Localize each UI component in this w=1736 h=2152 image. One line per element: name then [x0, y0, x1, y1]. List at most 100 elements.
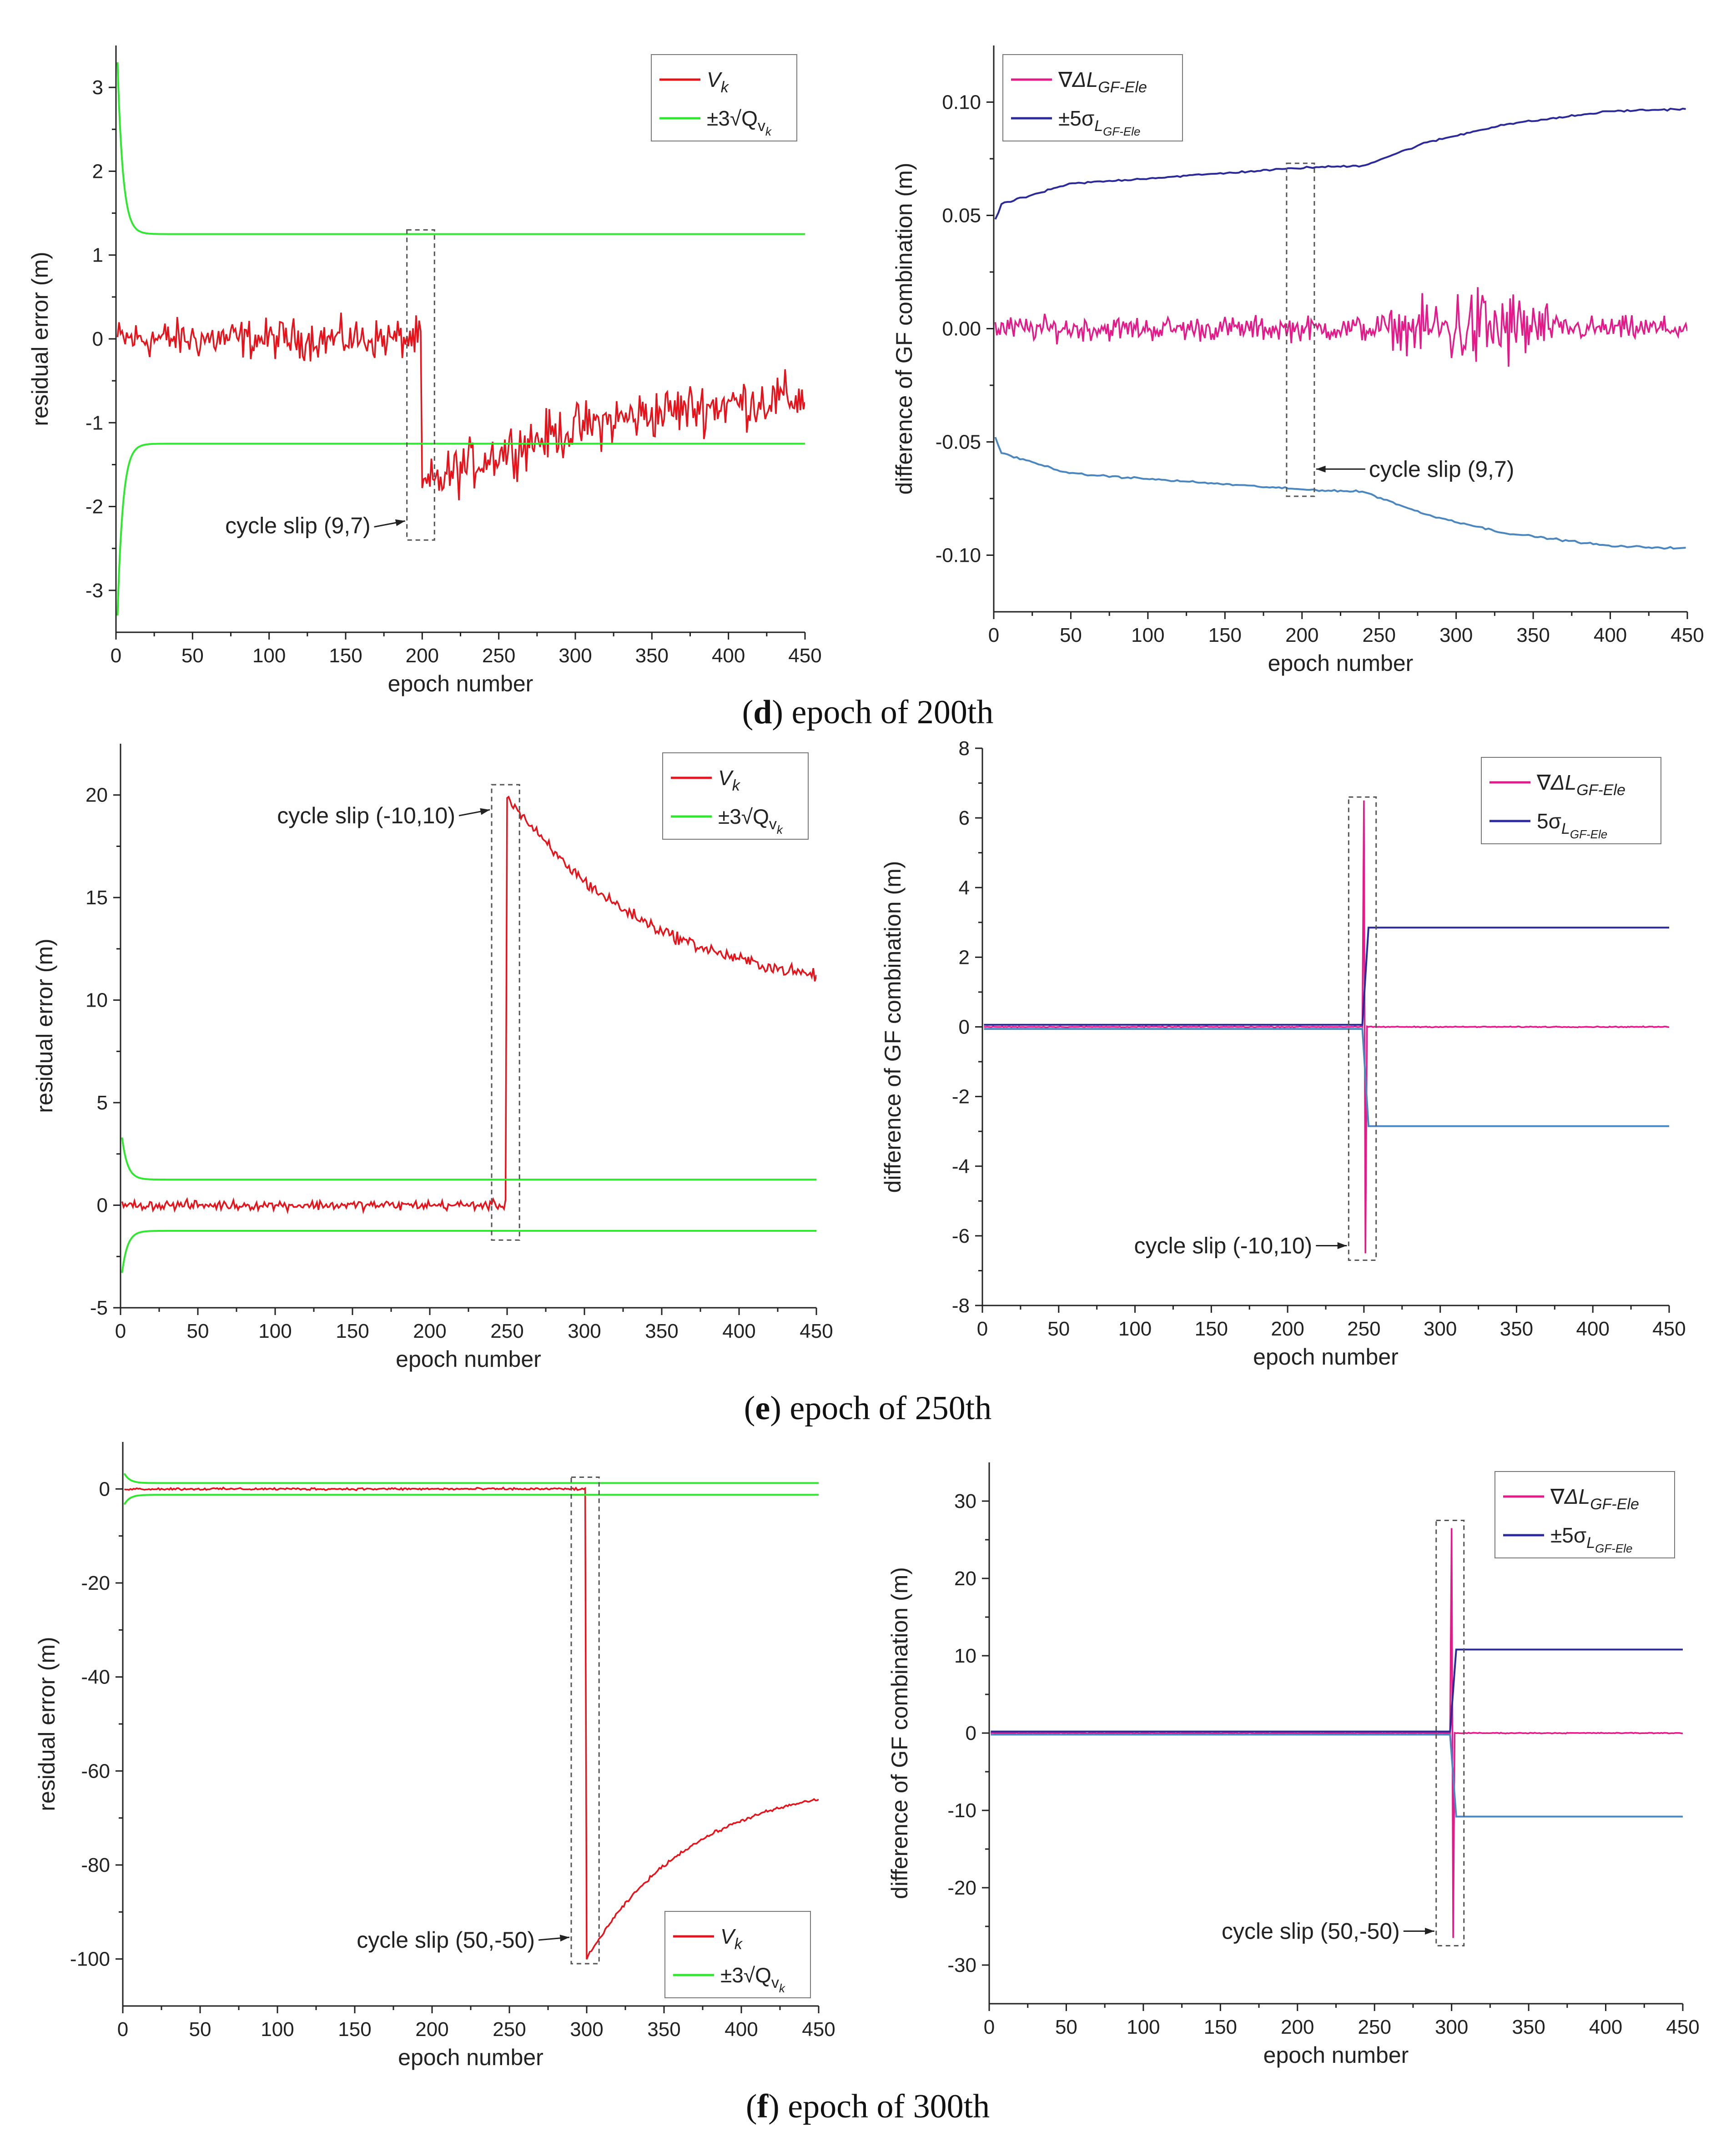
y-tick-label: -30	[947, 1954, 976, 1976]
series-gf-difference	[984, 800, 1669, 1254]
plot-area	[123, 1473, 819, 1960]
chart-d-right: 0 50 100 150 200 250 300 350 400 450 -0.10 -0.05 0.0…	[891, 45, 1704, 676]
legend: ∇ΔLGF-Ele ±5σLGF-Ele	[1002, 54, 1183, 141]
y-axis-label: residual error (m)	[32, 938, 57, 1113]
plot-area	[994, 107, 1687, 550]
x-tick-label: 400	[1576, 1318, 1610, 1340]
y-tick-label: -3	[86, 580, 103, 602]
x-tick-label: 100	[1131, 624, 1164, 646]
x-tick-label: 300	[1424, 1318, 1457, 1340]
series--5sigma	[991, 1648, 1683, 1733]
x-tick-label: 350	[1516, 624, 1550, 646]
x-tick-label: 100	[252, 645, 286, 667]
x-tick-label: 300	[1439, 624, 1473, 646]
series-v-k	[124, 1486, 819, 1960]
x-tick-label: 200	[406, 645, 439, 667]
y-tick-label: -60	[81, 1760, 110, 1782]
x-tick-label: 450	[800, 1320, 833, 1342]
y-tick-label: -2	[952, 1086, 970, 1108]
y-tick-label: -0.10	[936, 544, 981, 567]
y-axis-label: difference of GF combination (m)	[891, 163, 917, 495]
x-tick-label: 150	[1195, 1318, 1228, 1340]
x-tick-label: 200	[1271, 1318, 1304, 1340]
cycle-slip-arrow-head	[1337, 1242, 1347, 1249]
x-axis-label: epoch number	[398, 2045, 543, 2070]
legend-entry-label: ±3√Qvk	[720, 1963, 786, 1995]
legend-box	[1481, 757, 1661, 844]
x-tick-label: 50	[1047, 1318, 1070, 1340]
x-tick-label: 50	[1060, 624, 1082, 646]
panel-caption: (e) epoch of 250th	[744, 1390, 992, 1427]
x-axis-label: epoch number	[1268, 650, 1414, 676]
plot-area	[990, 1528, 1683, 1938]
cycle-slip-box	[406, 229, 435, 541]
cycle-slip-label: cycle slip (50,-50)	[357, 1927, 535, 1953]
y-tick-label: 2	[92, 160, 103, 182]
legend-entry-label: ±3√Qvk	[718, 805, 784, 837]
y-tick-label: 10	[86, 989, 108, 1012]
x-tick-label: 250	[1358, 2016, 1391, 2038]
y-tick-label: -10	[947, 1799, 976, 1822]
legend-box	[662, 752, 809, 840]
legend-box	[651, 54, 797, 141]
cycle-slip-label: cycle slip (9,7)	[225, 513, 371, 538]
y-tick-label: 0	[99, 1478, 110, 1500]
legend-entry-label: Vk	[718, 766, 741, 794]
x-tick-label: 0	[115, 1320, 126, 1342]
legend-box	[1002, 54, 1183, 141]
x-tick-label: 350	[645, 1320, 678, 1342]
y-axis-label: difference of GF combination (m)	[880, 861, 906, 1193]
x-tick-label: 300	[570, 2018, 603, 2041]
series--3sqrtq	[123, 1473, 819, 1484]
y-tick-label: 0.05	[942, 205, 981, 227]
y-tick-label: 0	[92, 328, 103, 350]
series--3sqrtq	[123, 1494, 819, 1505]
x-axis-label: epoch number	[388, 671, 533, 696]
cycle-slip-label: cycle slip (9,7)	[1369, 456, 1515, 482]
plot-area	[984, 800, 1669, 1254]
y-tick-label: -40	[81, 1666, 110, 1688]
x-tick-label: 100	[1118, 1318, 1152, 1340]
x-tick-label: 350	[1512, 2016, 1545, 2038]
cycle-slip-label: cycle slip (-10,10)	[1134, 1233, 1313, 1258]
x-tick-label: 250	[1347, 1318, 1380, 1340]
x-tick-label: 50	[1055, 2016, 1077, 2038]
x-tick-label: 0	[111, 645, 121, 667]
y-tick-label: 1	[92, 244, 103, 267]
x-tick-label: 350	[1500, 1318, 1533, 1340]
series-gf-difference	[994, 287, 1687, 367]
x-tick-label: 0	[984, 2016, 995, 2038]
legend-entry-label: ±3√Qvk	[707, 106, 772, 138]
x-tick-label: 400	[722, 1320, 755, 1342]
panel-caption: (d) epoch of 200th	[742, 694, 994, 731]
x-tick-label: 450	[1671, 624, 1704, 646]
y-tick-label: -4	[952, 1155, 970, 1178]
legend-entry-label: ±5σLGF-Ele	[1550, 1523, 1633, 1555]
y-tick-label: -2	[86, 496, 103, 518]
x-tick-label: 400	[1589, 2016, 1622, 2038]
x-tick-label: 150	[1208, 624, 1242, 646]
x-tick-label: 200	[413, 1320, 446, 1342]
legend-entry-label: ∇ΔLGF-Ele	[1536, 771, 1625, 799]
x-tick-label: 400	[712, 645, 745, 667]
y-tick-label: 0.00	[942, 318, 981, 340]
legend: Vk ±3√Qvk	[651, 54, 797, 141]
y-tick-label: -80	[81, 1854, 110, 1876]
x-tick-label: 150	[329, 645, 362, 667]
series-v-k	[116, 312, 805, 500]
y-tick-label: 0	[959, 1016, 970, 1038]
y-tick-label: -20	[947, 1877, 976, 1899]
y-tick-label: 0	[966, 1722, 976, 1744]
x-tick-label: 200	[1285, 624, 1318, 646]
y-tick-label: -0.05	[936, 431, 981, 454]
x-tick-label: 250	[490, 1320, 523, 1342]
cycle-slip-box	[491, 784, 520, 1241]
x-tick-label: 100	[261, 2018, 294, 2041]
y-tick-label: 15	[86, 887, 108, 909]
x-tick-label: 300	[559, 645, 592, 667]
legend-entry-label: 5σLGF-Ele	[1537, 809, 1607, 841]
legend: ∇ΔLGF-Ele ±5σLGF-Ele	[1494, 1471, 1675, 1558]
legend-entry-label: ∇ΔLGF-Ele	[1550, 1485, 1639, 1513]
x-tick-label: 100	[1127, 2016, 1160, 2038]
x-tick-label: 400	[725, 2018, 758, 2041]
